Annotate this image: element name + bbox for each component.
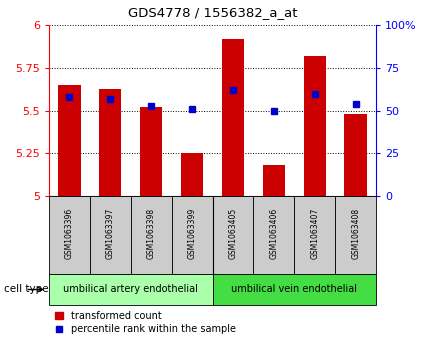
Bar: [335, 196, 376, 274]
Bar: [212, 274, 376, 305]
Text: umbilical artery endothelial: umbilical artery endothelial: [63, 285, 198, 294]
Bar: [263, 165, 285, 196]
Bar: [181, 153, 203, 196]
Text: GSM1063398: GSM1063398: [147, 208, 156, 259]
Text: GSM1063397: GSM1063397: [106, 208, 115, 259]
Bar: [58, 85, 81, 196]
Bar: [253, 196, 294, 274]
Bar: [294, 196, 335, 274]
Text: GSM1063406: GSM1063406: [269, 208, 278, 259]
Bar: [172, 196, 212, 274]
Bar: [212, 196, 253, 274]
Bar: [222, 39, 244, 196]
Bar: [49, 196, 90, 274]
Legend: transformed count, percentile rank within the sample: transformed count, percentile rank withi…: [54, 310, 237, 335]
Bar: [344, 114, 367, 196]
Text: GSM1063399: GSM1063399: [187, 208, 196, 259]
Bar: [99, 89, 122, 196]
Text: umbilical vein endothelial: umbilical vein endothelial: [231, 285, 357, 294]
Text: GSM1063408: GSM1063408: [351, 208, 360, 259]
Bar: [303, 56, 326, 196]
Bar: [90, 196, 131, 274]
Text: cell type: cell type: [4, 285, 49, 294]
Bar: [140, 107, 162, 196]
Text: GSM1063407: GSM1063407: [310, 208, 319, 259]
Text: GDS4778 / 1556382_a_at: GDS4778 / 1556382_a_at: [128, 6, 297, 19]
Text: GSM1063405: GSM1063405: [229, 208, 238, 259]
Bar: [131, 196, 172, 274]
Text: GSM1063396: GSM1063396: [65, 208, 74, 259]
Bar: [49, 274, 212, 305]
